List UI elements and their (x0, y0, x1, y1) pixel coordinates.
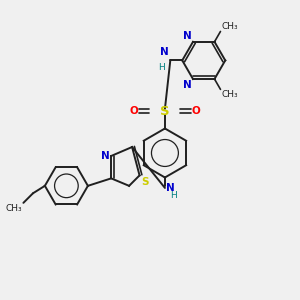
Text: S: S (160, 105, 170, 118)
Text: N: N (166, 183, 175, 193)
Text: O: O (129, 106, 138, 116)
Text: N: N (183, 31, 191, 41)
Text: CH₃: CH₃ (221, 90, 238, 99)
Text: CH₃: CH₃ (221, 22, 238, 31)
Text: H: H (158, 63, 165, 72)
Text: CH₃: CH₃ (6, 204, 22, 213)
Text: O: O (192, 106, 201, 116)
Text: N: N (183, 80, 191, 90)
Text: N: N (100, 151, 109, 161)
Text: H: H (170, 191, 177, 200)
Text: S: S (141, 177, 148, 187)
Text: N: N (160, 47, 169, 57)
